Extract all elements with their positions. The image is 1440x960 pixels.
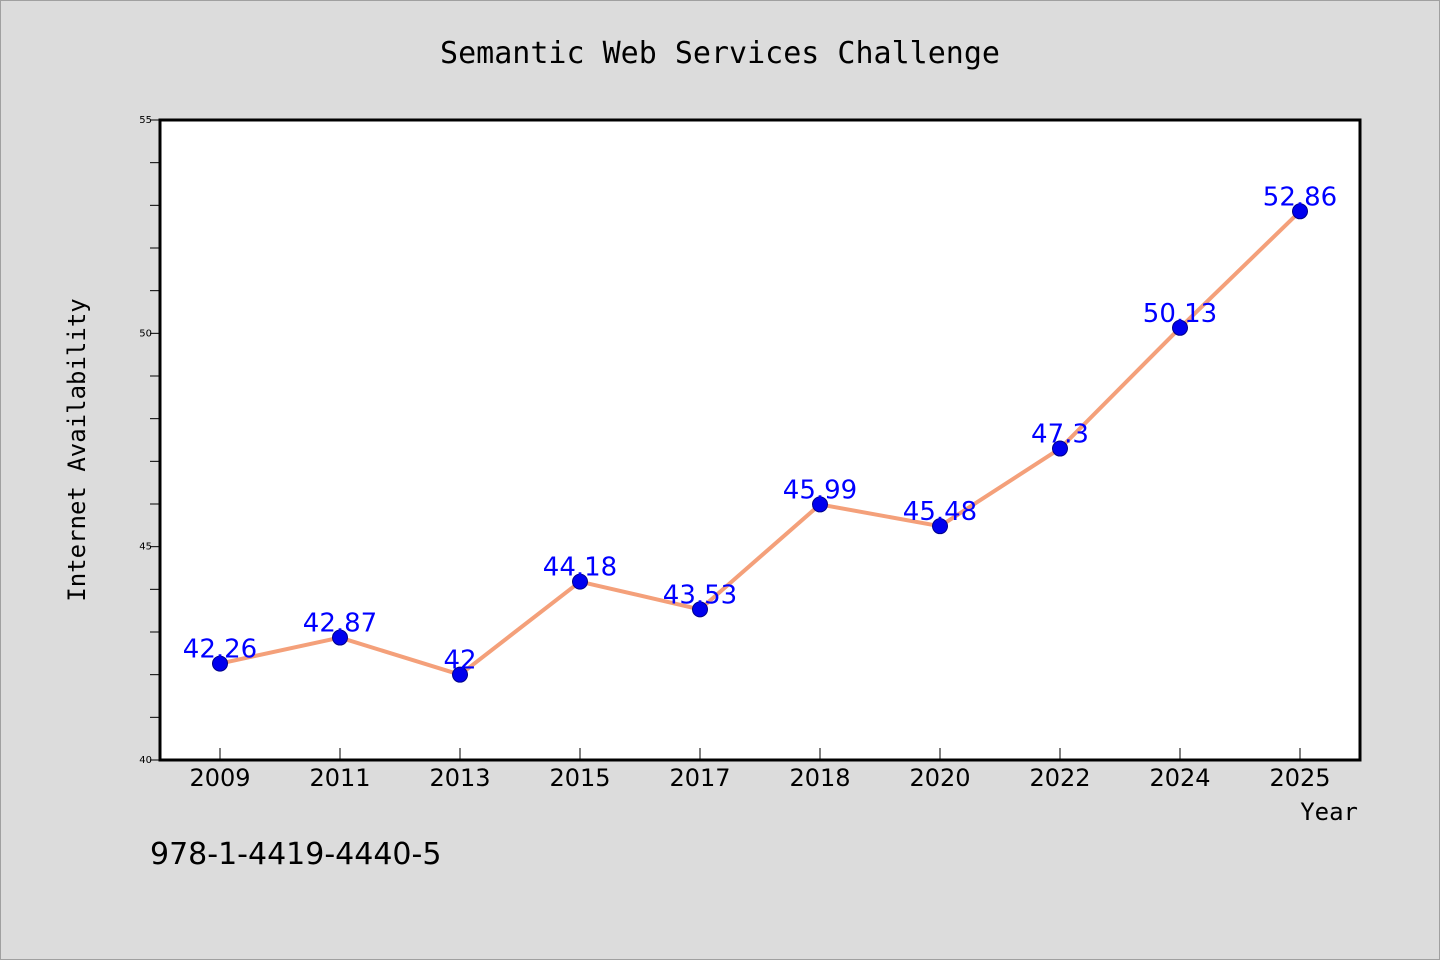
data-label: 45.48 <box>903 497 977 527</box>
x-tick-label: 2009 <box>189 764 250 792</box>
plot-area <box>158 118 1362 762</box>
x-tick-label: 2022 <box>1029 764 1090 792</box>
data-point <box>332 629 348 646</box>
x-axis: 2009 2011 2013 2015 2017 2018 2020 2022 2024 2025 <box>189 748 1331 792</box>
y-axis-label: Internet Availability <box>63 298 91 601</box>
y-tick-label: 40 <box>139 755 152 766</box>
y-axis: 40 45 50 55 <box>139 115 160 766</box>
data-label: 42.26 <box>183 635 257 665</box>
y-tick-label: 55 <box>139 115 152 126</box>
data-point <box>812 496 828 513</box>
x-tick-label: 2024 <box>1149 764 1210 792</box>
data-point <box>572 573 588 590</box>
series-line <box>219 209 1302 677</box>
isbn-text: 978-1-4419-4440-5 <box>150 837 441 872</box>
x-tick-label: 2017 <box>669 764 730 792</box>
y-tick-label: 45 <box>139 542 152 553</box>
data-point <box>1052 440 1068 457</box>
data-label: 50.13 <box>1143 299 1217 329</box>
data-point <box>692 601 708 618</box>
data-label: 42.87 <box>303 609 377 639</box>
x-tick-label: 2020 <box>909 764 970 792</box>
chart-title: Semantic Web Services Challenge <box>440 36 1000 71</box>
data-label: 45.99 <box>783 475 857 505</box>
data-label: 47.3 <box>1031 420 1089 450</box>
data-point <box>932 518 948 535</box>
data-labels: 42.26 42.87 42 44.18 43.53 45.99 45.48 47.3 50.1… <box>183 182 1337 675</box>
x-tick-label: 2018 <box>789 764 850 792</box>
x-axis-label: Year <box>1300 798 1358 826</box>
data-label: 43.53 <box>663 580 737 610</box>
x-tick-label: 2011 <box>309 764 370 792</box>
x-tick-label: 2013 <box>429 764 490 792</box>
x-tick-label: 2015 <box>549 764 610 792</box>
data-label: 42 <box>443 646 476 676</box>
data-point <box>1172 319 1188 336</box>
data-point <box>452 666 468 683</box>
data-point <box>1292 203 1308 220</box>
data-point <box>212 655 228 672</box>
x-tick-label: 2025 <box>1269 764 1330 792</box>
data-label: 44.18 <box>543 553 617 583</box>
data-label: 52.86 <box>1263 182 1337 212</box>
y-tick-label: 50 <box>139 328 152 339</box>
data-markers <box>212 203 1308 683</box>
